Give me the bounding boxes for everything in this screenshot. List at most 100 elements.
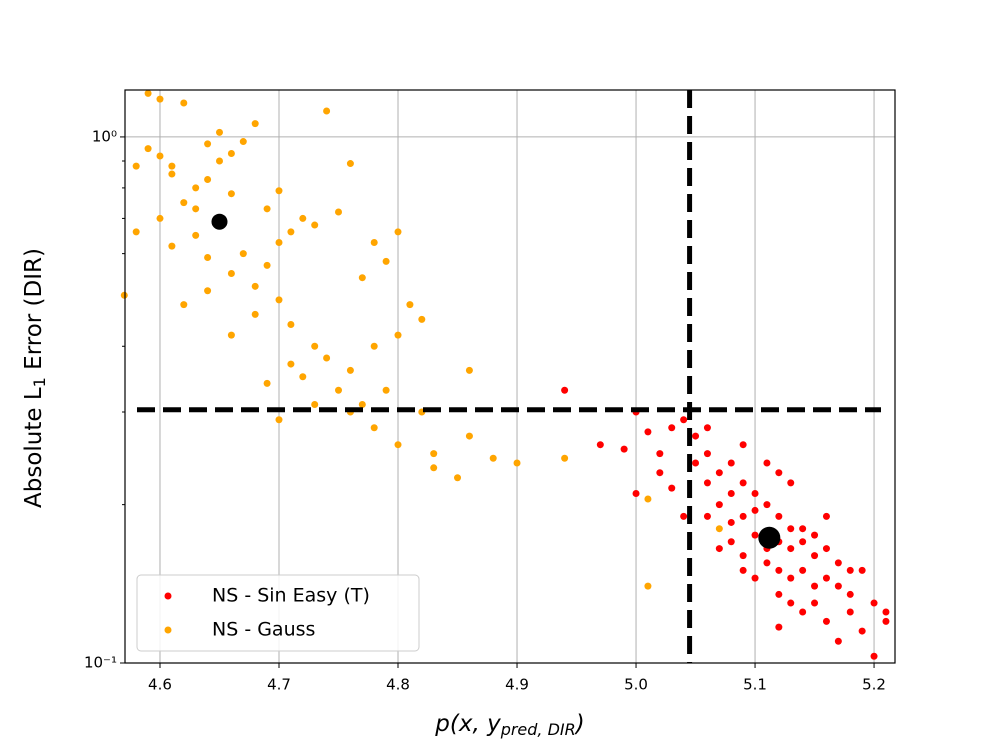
- point: [703, 424, 711, 432]
- x-tick-label: 5.0: [624, 676, 648, 694]
- point: [263, 205, 271, 213]
- point: [513, 459, 521, 467]
- point: [251, 282, 259, 290]
- point: [132, 162, 140, 170]
- legend-label: NS - Gauss: [212, 619, 315, 641]
- point: [168, 162, 176, 170]
- point: [227, 190, 235, 198]
- point: [370, 342, 378, 350]
- point: [680, 512, 688, 520]
- point: [275, 296, 283, 304]
- legend-marker: [164, 626, 172, 634]
- point: [822, 574, 830, 582]
- point: [763, 559, 771, 567]
- point: [394, 441, 402, 449]
- point: [192, 205, 200, 213]
- point: [727, 518, 735, 526]
- plot-frame: [124, 89, 896, 664]
- x-tick-label: 5.2: [862, 676, 886, 694]
- point: [275, 416, 283, 424]
- point: [489, 454, 497, 462]
- point: [132, 228, 140, 236]
- point: [323, 107, 331, 115]
- centroid: [211, 213, 228, 230]
- point: [644, 428, 652, 436]
- point: [299, 214, 307, 222]
- point: [358, 274, 366, 282]
- point: [239, 250, 247, 258]
- point: [275, 238, 283, 246]
- point: [204, 253, 212, 261]
- point: [799, 566, 807, 574]
- x-label-sub: pred, DIR: [500, 720, 576, 739]
- point: [739, 566, 747, 574]
- point: [227, 270, 235, 278]
- point: [227, 331, 235, 339]
- y-axis-label: Absolute L1 Error (DIR): [21, 248, 49, 508]
- point: [180, 301, 188, 309]
- point: [156, 95, 164, 103]
- point: [680, 416, 688, 424]
- point: [454, 474, 462, 482]
- y-label-sub: 1: [30, 377, 49, 387]
- point: [263, 379, 271, 387]
- point: [846, 566, 854, 574]
- point: [465, 366, 473, 374]
- point: [775, 469, 783, 477]
- point: [239, 138, 247, 146]
- point: [370, 424, 378, 432]
- point: [644, 495, 652, 503]
- point: [251, 120, 259, 128]
- point: [430, 464, 438, 472]
- point: [799, 538, 807, 546]
- point: [715, 469, 723, 477]
- point: [811, 552, 819, 560]
- point: [882, 608, 890, 616]
- point: [156, 214, 164, 222]
- point: [763, 501, 771, 509]
- point: [715, 501, 723, 509]
- point: [787, 525, 795, 533]
- point: [787, 574, 795, 582]
- point: [822, 512, 830, 520]
- point: [620, 445, 628, 453]
- point: [168, 242, 176, 250]
- point: [204, 175, 212, 183]
- point: [346, 160, 354, 168]
- point: [739, 512, 747, 520]
- point: [703, 479, 711, 487]
- point: [227, 150, 235, 158]
- point: [703, 512, 711, 520]
- point: [715, 545, 723, 553]
- x-tick-label: 4.9: [505, 676, 529, 694]
- point: [192, 231, 200, 239]
- point: [834, 582, 842, 590]
- point: [168, 170, 176, 178]
- point: [751, 506, 759, 514]
- x-tick-label: 4.7: [267, 676, 291, 694]
- x-tick-label: 4.8: [386, 676, 410, 694]
- x-tick-label: 5.1: [743, 676, 767, 694]
- point: [561, 454, 569, 462]
- point: [739, 552, 747, 560]
- point: [287, 320, 295, 328]
- point: [394, 228, 402, 236]
- point: [846, 608, 854, 616]
- point: [275, 187, 283, 195]
- point: [370, 238, 378, 246]
- point: [632, 489, 640, 497]
- point: [382, 257, 390, 265]
- point: [656, 450, 664, 458]
- point: [775, 566, 783, 574]
- point: [751, 531, 759, 539]
- y-tick-label: 10⁰: [92, 127, 117, 145]
- point: [215, 157, 223, 165]
- x-axis-label: p(x, ypred, DIR): [434, 711, 584, 739]
- x-tick-label: 4.6: [148, 676, 172, 694]
- point: [596, 441, 604, 449]
- point: [858, 627, 866, 635]
- point: [692, 432, 700, 440]
- legend-marker: [164, 592, 172, 600]
- point: [822, 545, 830, 553]
- y-label-end: Error (DIR): [21, 248, 47, 377]
